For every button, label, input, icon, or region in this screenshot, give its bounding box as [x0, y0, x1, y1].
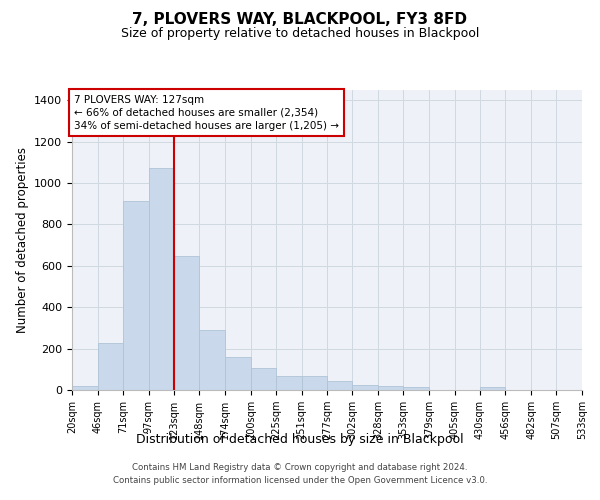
Bar — [149, 168, 175, 390]
Bar — [403, 387, 429, 390]
Text: Size of property relative to detached houses in Blackpool: Size of property relative to detached ho… — [121, 28, 479, 40]
Text: Distribution of detached houses by size in Blackpool: Distribution of detached houses by size … — [136, 432, 464, 446]
Bar — [225, 358, 251, 390]
Text: 7 PLOVERS WAY: 127sqm
← 66% of detached houses are smaller (2,354)
34% of semi-d: 7 PLOVERS WAY: 127sqm ← 66% of detached … — [74, 94, 339, 131]
Text: 7, PLOVERS WAY, BLACKPOOL, FY3 8FD: 7, PLOVERS WAY, BLACKPOOL, FY3 8FD — [133, 12, 467, 28]
Bar — [276, 376, 302, 390]
Bar — [378, 386, 403, 390]
Bar — [98, 343, 123, 390]
Bar — [72, 386, 98, 390]
Text: Contains HM Land Registry data © Crown copyright and database right 2024.
Contai: Contains HM Land Registry data © Crown c… — [113, 464, 487, 485]
Bar — [328, 382, 352, 390]
Y-axis label: Number of detached properties: Number of detached properties — [16, 147, 29, 333]
Bar — [479, 388, 505, 390]
Bar — [251, 368, 276, 390]
Bar — [123, 200, 149, 390]
Bar — [175, 256, 199, 390]
Bar — [352, 385, 378, 390]
Bar — [302, 376, 328, 390]
Bar — [199, 330, 225, 390]
